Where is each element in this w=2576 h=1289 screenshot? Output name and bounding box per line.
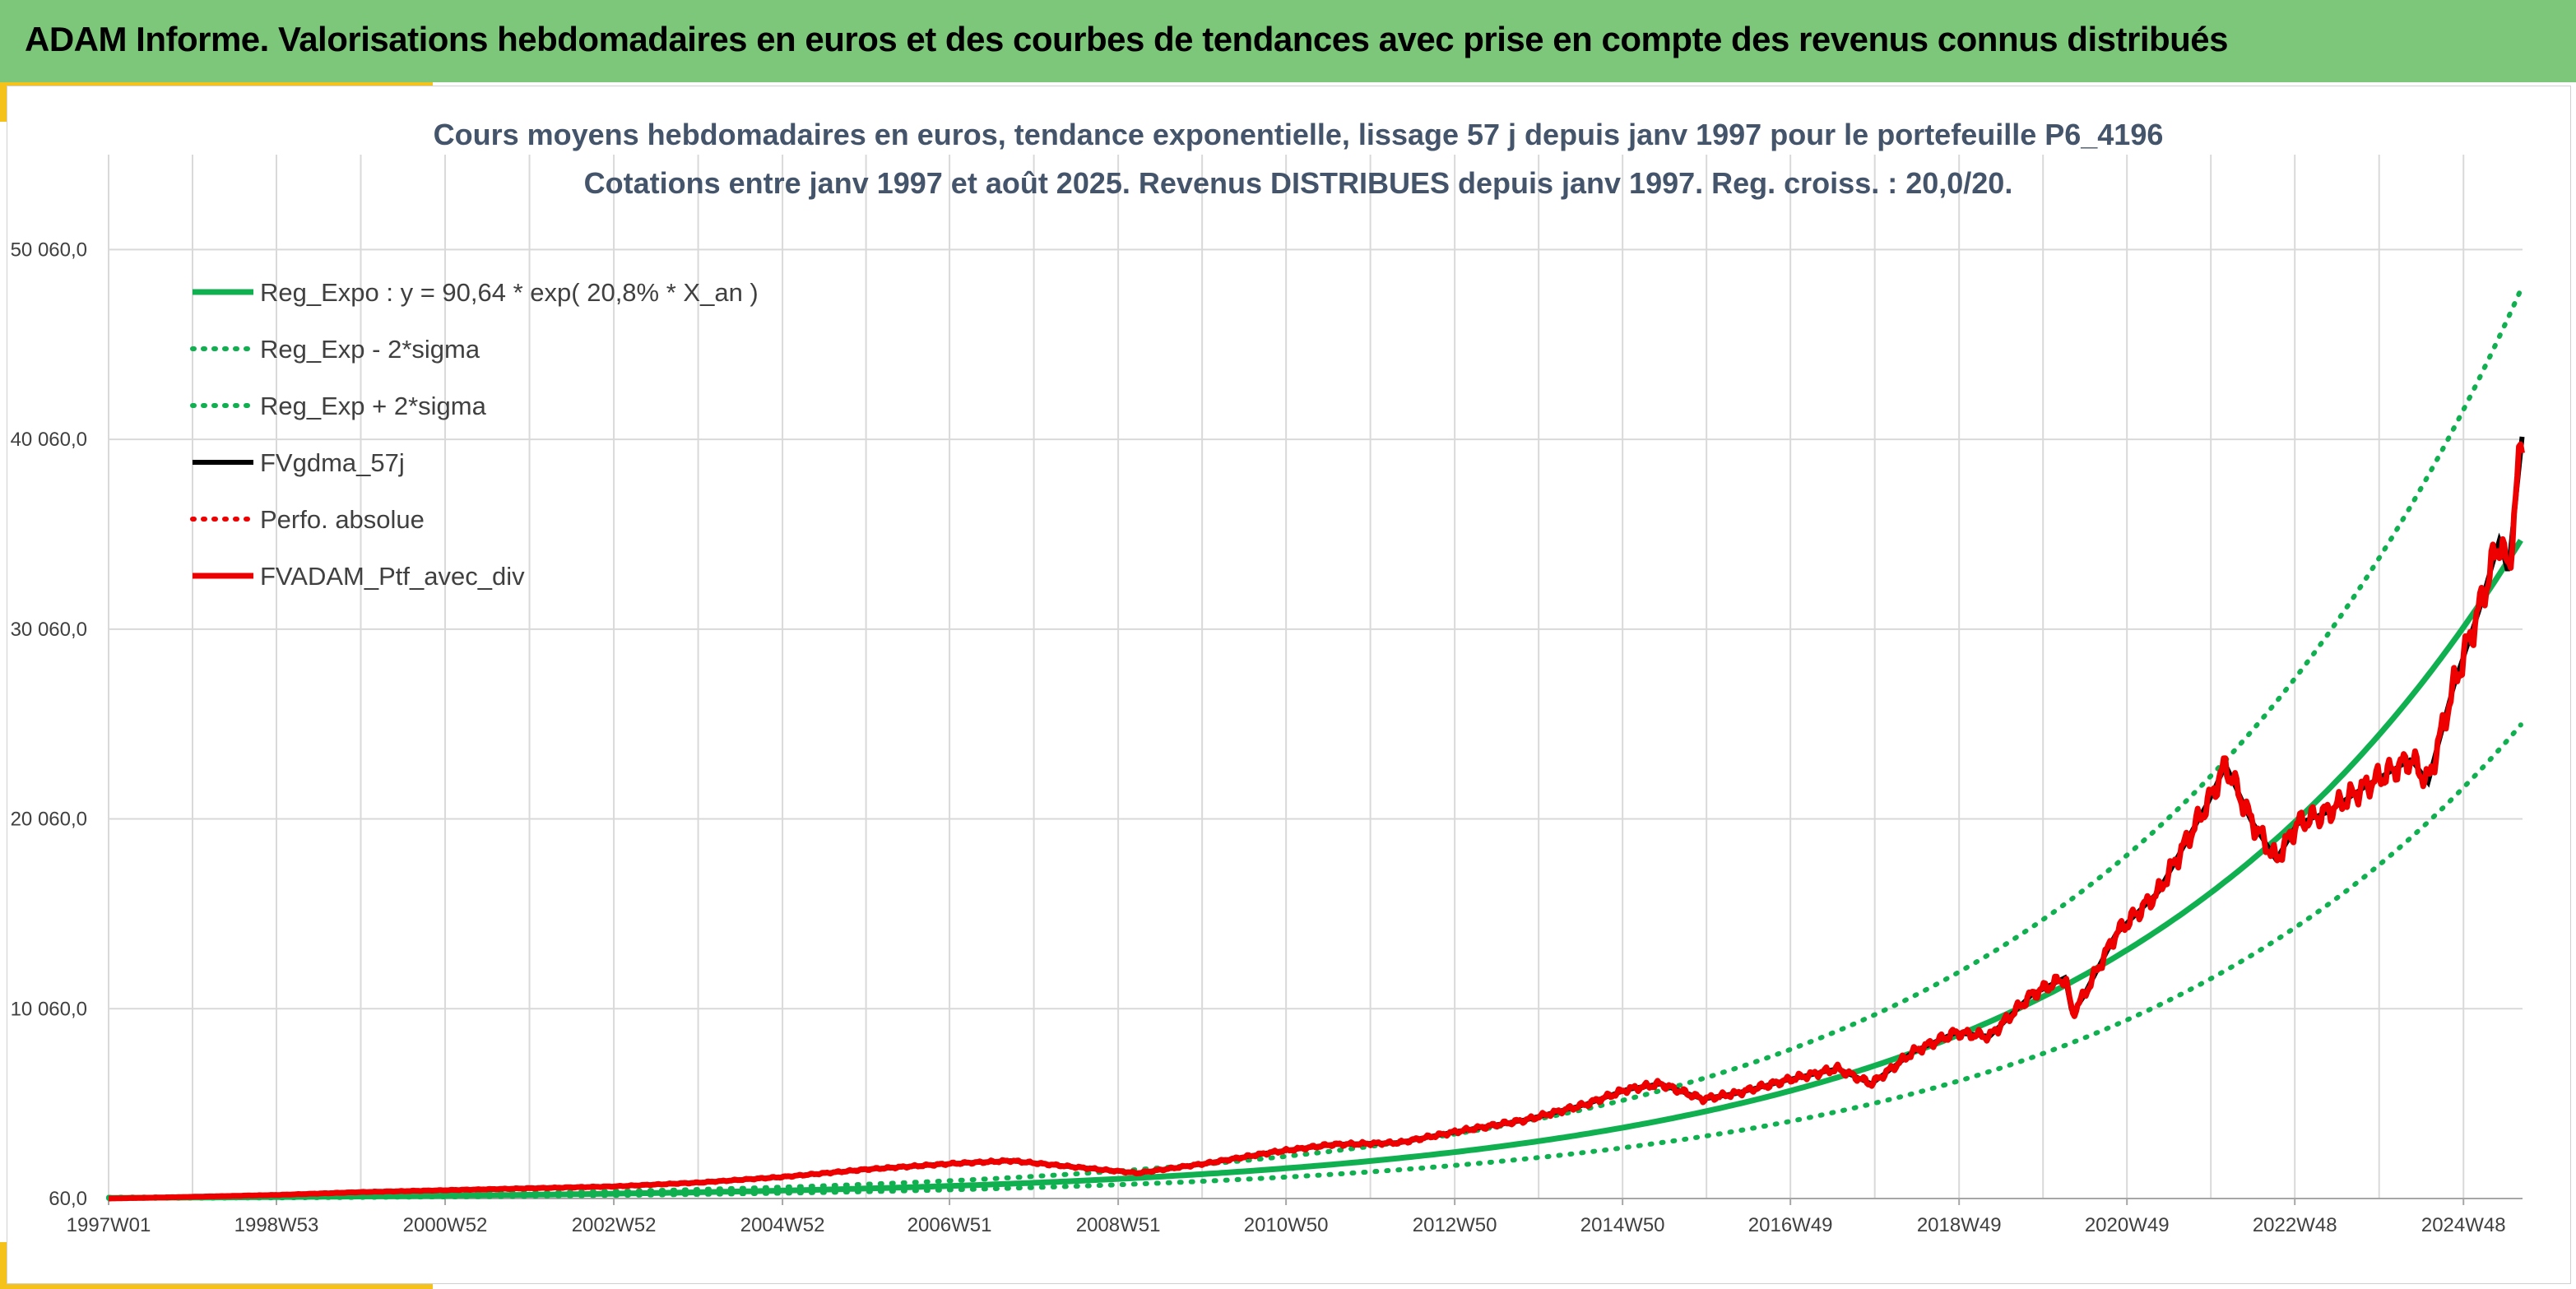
x-tick-label: 2018W49: [1917, 1214, 2002, 1236]
x-tick-label: 1997W01: [67, 1214, 151, 1236]
frame-accent-left-top: [0, 82, 7, 122]
x-tick-label: 2008W51: [1076, 1214, 1161, 1236]
x-tick-label: 2006W51: [907, 1214, 992, 1236]
legend-label: Reg_Expo : y = 90,64 * exp( 20,8% * X_an…: [260, 278, 759, 307]
legend: Reg_Expo : y = 90,64 * exp( 20,8% * X_an…: [190, 278, 759, 591]
chart-title-line1: Cours moyens hebdomadaires en euros, ten…: [434, 118, 2164, 151]
frame-accent-bottom-left: [0, 1283, 433, 1289]
x-tick-label: 2020W49: [2085, 1214, 2170, 1236]
series-reg-plus-2sigma: [106, 287, 2523, 1200]
legend-label: FVADAM_Ptf_avec_div: [260, 562, 525, 591]
y-tick-label: 10 060,0: [11, 998, 87, 1020]
y-tick-label: 60,0: [49, 1188, 87, 1210]
chart-area: [7, 86, 2571, 1284]
x-tick-label: 2000W52: [403, 1214, 488, 1236]
banner-title: ADAM Informe. Valorisations hebdomadaire…: [25, 20, 2229, 58]
frame-accent-left-bottom: [0, 1242, 7, 1289]
x-tick-label: 1998W53: [234, 1214, 319, 1236]
x-tick-label: 2024W48: [2421, 1214, 2506, 1236]
y-tick-label: 50 060,0: [11, 239, 87, 261]
legend-label: Reg_Exp + 2*sigma: [260, 392, 487, 420]
x-tick-label: 2002W52: [572, 1214, 657, 1236]
legend-label: Reg_Exp - 2*sigma: [260, 335, 480, 364]
legend-label: FVgdma_57j: [260, 448, 405, 477]
legend-label: Perfo. absolue: [260, 505, 425, 534]
x-tick-label: 2004W52: [740, 1214, 825, 1236]
x-tick-label: 2012W50: [1413, 1214, 1497, 1236]
grid-layer: [108, 155, 2523, 1199]
axis-layer: 60,0 10 060,0 20 060,0 30 060,0 40 060,0 50 0…: [11, 239, 2523, 1236]
series-reg-expo: [109, 538, 2523, 1201]
x-tick-label: 2014W50: [1580, 1214, 1665, 1236]
y-tick-label: 20 060,0: [11, 809, 87, 831]
series-fvadam-ptf-avec-div: [107, 441, 2525, 1202]
x-tick-label: 2022W48: [2253, 1214, 2337, 1236]
series-reg-minus-2sigma: [106, 722, 2523, 1201]
series-fvgdma-57j: [109, 436, 2525, 1201]
y-tick-label: 40 060,0: [11, 429, 87, 451]
x-tick-label: 2016W49: [1748, 1214, 1833, 1236]
series-layer: [106, 287, 2525, 1202]
chart-title-line2: Cotations entre janv 1997 et août 2025. …: [584, 166, 2013, 200]
frame-accent-top-left: [0, 82, 433, 87]
y-tick-label: 30 060,0: [11, 619, 87, 641]
top-banner: ADAM Informe. Valorisations hebdomadaire…: [0, 0, 2576, 82]
x-tick-label: 2010W50: [1244, 1214, 1329, 1236]
